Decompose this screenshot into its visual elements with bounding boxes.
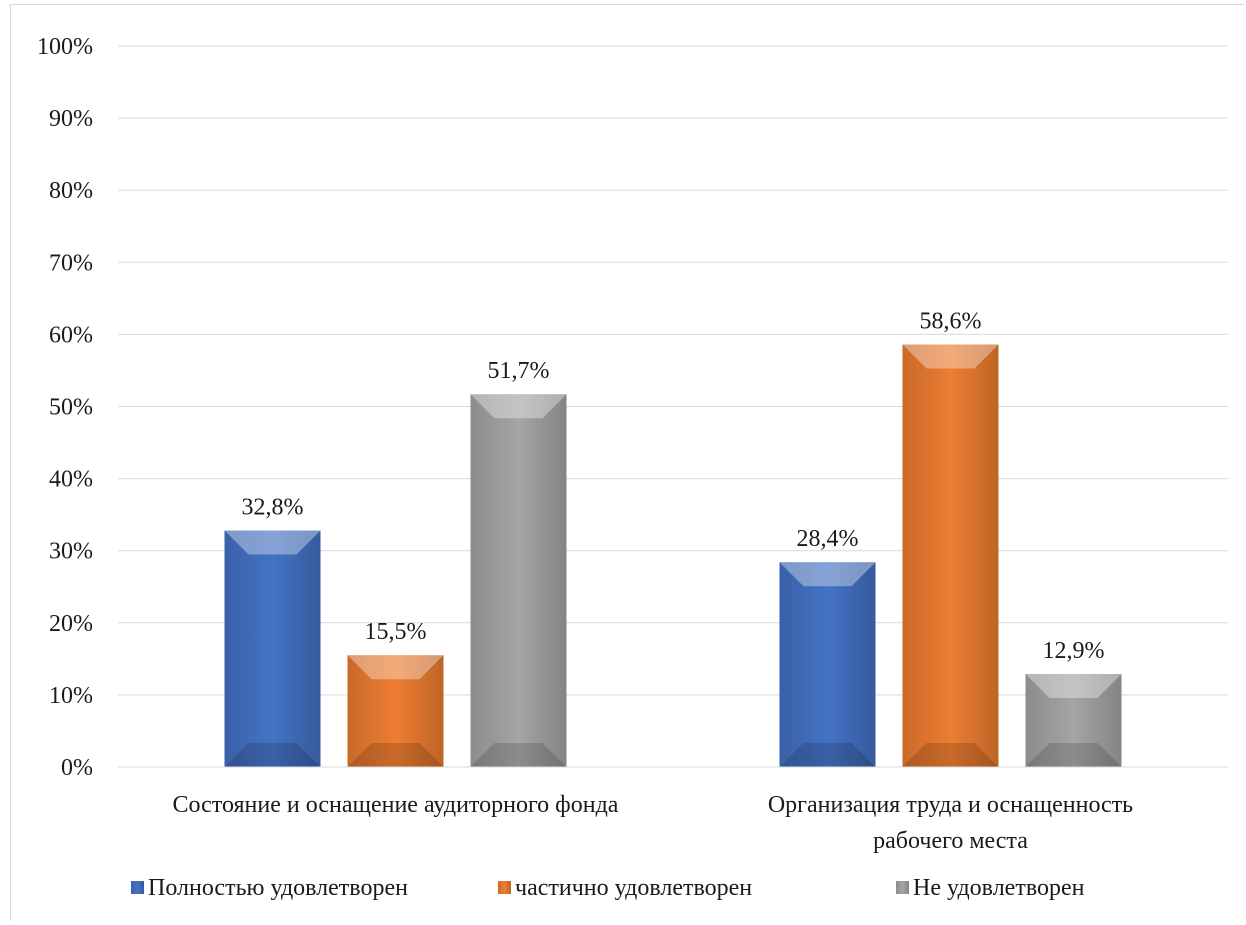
bar-bevel-bottom [902, 743, 999, 767]
legend-label: Полностью удовлетворен [148, 875, 408, 901]
bar-bevel-top [224, 530, 321, 555]
bar-bevel-bottom [779, 743, 876, 767]
y-tick-label: 40% [49, 467, 93, 493]
x-axis: Состояние и оснащение аудиторного фонда О… [118, 766, 1228, 854]
legend-label: Не удовлетворен [913, 875, 1085, 901]
bar-bevel-top [470, 394, 567, 419]
bar [779, 562, 876, 767]
bar-bevel-top [902, 344, 999, 369]
data-label: 12,9% [1043, 638, 1105, 664]
y-axis: 0% 10% 20% 30% 40% 50% 60% 70% 80% 90% 100% [37, 34, 93, 781]
x-category-label: рабочего места [873, 828, 1028, 854]
data-label: 32,8% [242, 495, 304, 521]
bar-bevel-top [779, 562, 876, 587]
legend: Полностью удовлетворен частично удовлетво… [131, 875, 1085, 901]
bar [224, 530, 321, 767]
y-tick-label: 100% [37, 34, 93, 60]
bars: 32,8% 15,5% 51,7% 28,4% 58,6% 12,9% [224, 308, 1122, 767]
data-label: 28,4% [797, 526, 859, 552]
x-category-label: Состояние и оснащение аудиторного фонда [173, 792, 619, 818]
bar-bevel-top [1025, 673, 1122, 698]
bar [902, 344, 999, 767]
legend-swatch [131, 881, 144, 894]
bar [1025, 673, 1122, 767]
data-label: 58,6% [920, 308, 982, 334]
y-tick-label: 10% [49, 683, 93, 709]
bar-bevel-bottom [470, 743, 567, 767]
y-tick-label: 0% [61, 755, 93, 781]
y-tick-label: 70% [49, 250, 93, 276]
bar-bevel-bottom [347, 743, 444, 767]
y-tick-label: 20% [49, 611, 93, 637]
bar-bevel-top [347, 655, 444, 680]
bar-bevel-bottom [1025, 743, 1122, 767]
bar [347, 655, 444, 767]
legend-swatch [896, 881, 909, 894]
data-label: 51,7% [488, 358, 550, 384]
y-tick-label: 60% [49, 322, 93, 348]
y-tick-label: 30% [49, 539, 93, 565]
bar [470, 394, 567, 767]
y-tick-label: 50% [49, 395, 93, 421]
y-tick-label: 90% [49, 106, 93, 132]
legend-label: частично удовлетворен [515, 875, 752, 901]
y-tick-label: 80% [49, 178, 93, 204]
legend-swatch [498, 881, 511, 894]
chart-frame [10, 4, 1244, 921]
data-label: 15,5% [365, 619, 427, 645]
x-category-label: Организация труда и оснащенность [768, 792, 1133, 818]
bar-bevel-bottom [224, 743, 321, 767]
